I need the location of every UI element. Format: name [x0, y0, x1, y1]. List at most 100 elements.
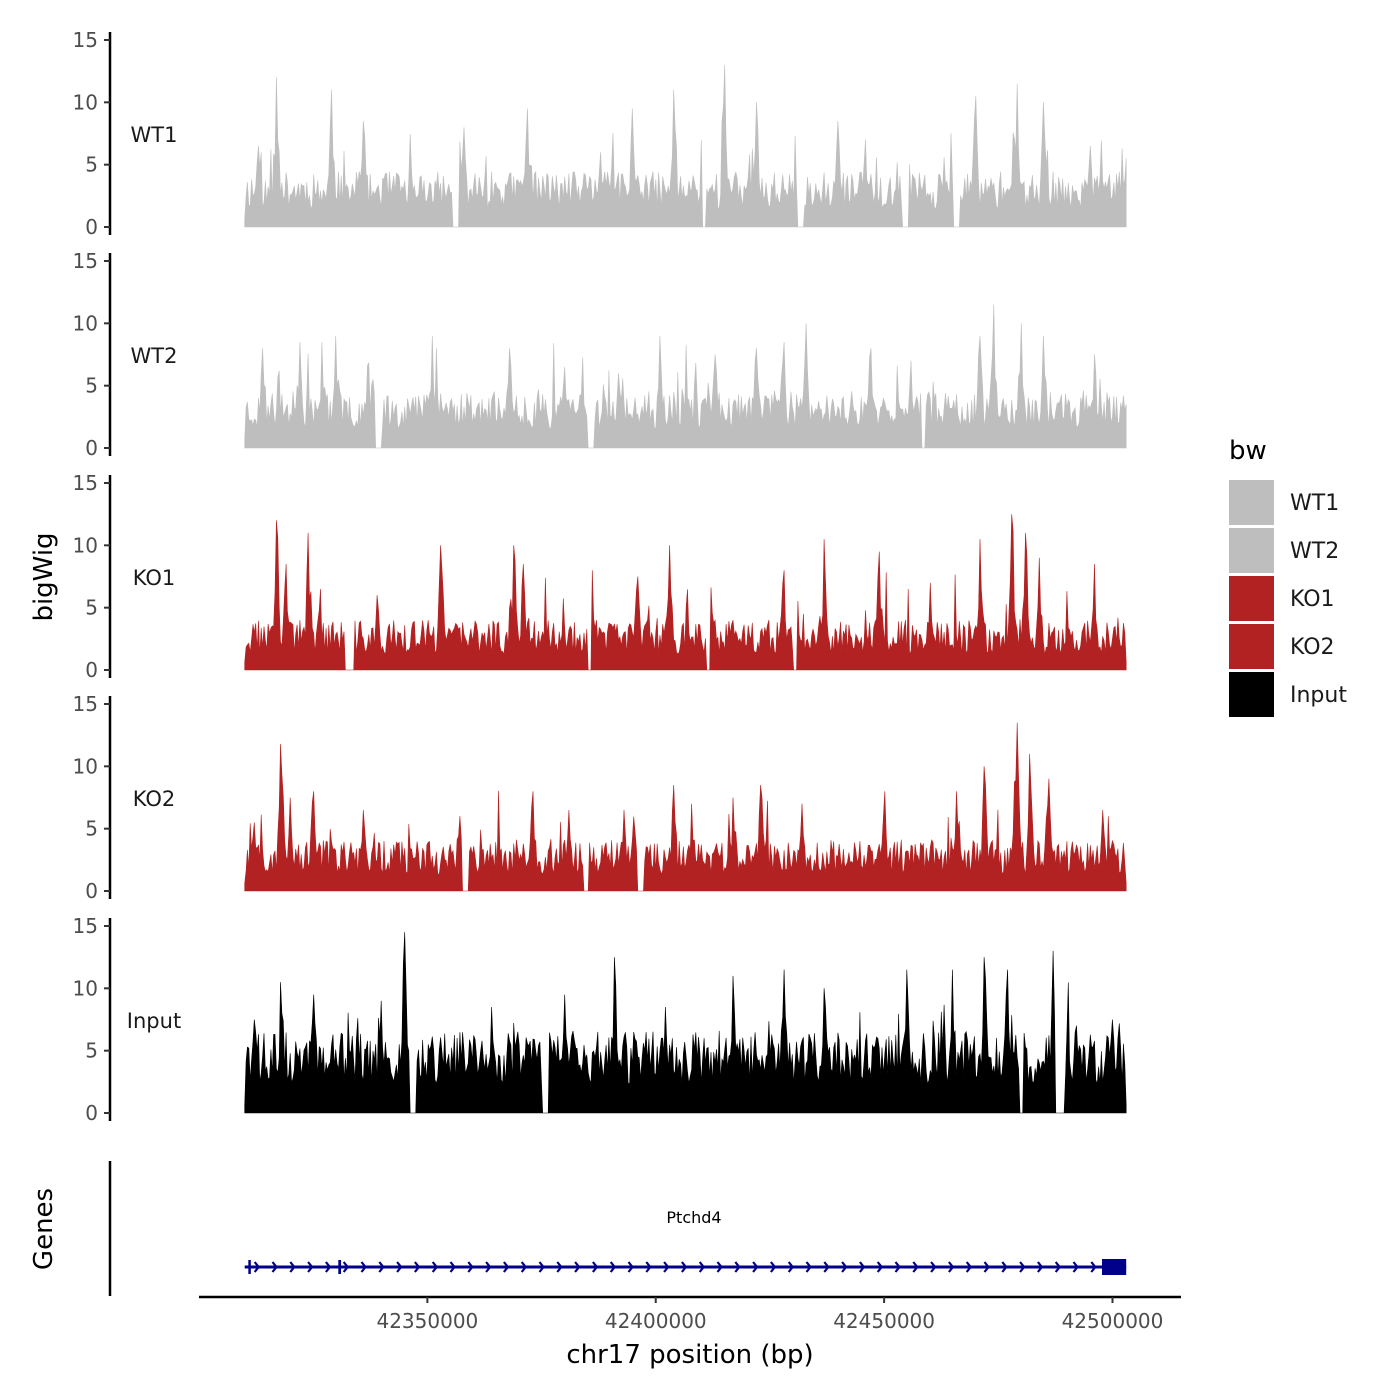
- strand-chevron: [342, 1261, 350, 1273]
- track-wt1: 0 5 10 15 WT1: [73, 28, 1127, 239]
- strand-chevron: [485, 1261, 492, 1273]
- strand-chevron: [378, 1261, 385, 1273]
- strand-chevron: [609, 1261, 617, 1273]
- strand-chevron: [574, 1261, 581, 1273]
- legend-key-ko2: [1229, 624, 1274, 669]
- strand-chevron: [627, 1261, 634, 1273]
- track-label: WT2: [131, 344, 178, 368]
- coverage-area-wt2: [244, 304, 1127, 449]
- x-tick-label: 42500000: [1062, 1309, 1164, 1333]
- strand-chevron: [983, 1261, 990, 1273]
- gene-exon: [338, 1260, 342, 1274]
- strand-chevron: [520, 1261, 528, 1273]
- y-tick-label: 15: [73, 471, 98, 495]
- gene-name-label: Ptchd4: [666, 1208, 721, 1227]
- legend-key-ko1: [1229, 576, 1274, 621]
- strand-chevron: [449, 1261, 456, 1273]
- y-tick-label: 5: [85, 1039, 98, 1063]
- y-tick-label: 0: [85, 879, 98, 903]
- strand-chevron: [325, 1261, 332, 1273]
- strand-chevron: [289, 1261, 296, 1273]
- track-ko2: 0 5 10 15 KO2: [73, 692, 1127, 903]
- y-tick-label: 10: [73, 533, 98, 557]
- coverage-area-ko1: [244, 514, 1127, 671]
- strand-chevron: [716, 1261, 723, 1273]
- strand-chevron: [503, 1261, 510, 1273]
- y-tick-label: 5: [85, 596, 98, 620]
- strand-chevron: [698, 1261, 706, 1273]
- y-axis-title: bigWig: [29, 532, 59, 621]
- y-tick-label: 5: [85, 153, 98, 177]
- legend-label-ko1: KO1: [1290, 587, 1335, 612]
- strand-chevron: [930, 1261, 937, 1273]
- track-input: 0 5 10 15 Input: [73, 914, 1127, 1125]
- coverage-area-input: [244, 932, 1127, 1114]
- strand-chevron: [1090, 1261, 1097, 1273]
- strand-chevron: [1019, 1261, 1026, 1273]
- y-tick-label: 15: [73, 249, 98, 273]
- y-tick-label: 5: [85, 374, 98, 398]
- track-label: Input: [127, 1009, 181, 1033]
- strand-chevron: [360, 1261, 367, 1273]
- y-tick-label: 10: [73, 976, 98, 1000]
- strand-chevron: [271, 1261, 278, 1273]
- legend-key-wt1: [1229, 480, 1274, 525]
- strand-chevron: [912, 1261, 919, 1273]
- genes-panel-title: Genes: [29, 1188, 59, 1270]
- x-tick-label: 42350000: [376, 1309, 478, 1333]
- coverage-area-wt1: [244, 64, 1127, 228]
- strand-chevron: [841, 1261, 848, 1273]
- strand-chevron: [1001, 1261, 1008, 1273]
- x-tick-label: 42450000: [833, 1309, 935, 1333]
- y-tick-label: 15: [73, 28, 98, 52]
- strand-chevron: [787, 1261, 795, 1273]
- legend-key-input: [1229, 672, 1274, 717]
- strand-chevron: [431, 1261, 439, 1273]
- strand-chevron: [734, 1261, 741, 1273]
- legend-label-wt2: WT2: [1290, 539, 1339, 564]
- legend-label-ko2: KO2: [1290, 635, 1335, 660]
- strand-chevron: [592, 1261, 599, 1273]
- y-tick-label: 5: [85, 817, 98, 841]
- legend-key-wt2: [1229, 528, 1274, 573]
- legend-label-input: Input: [1290, 683, 1347, 708]
- legend-title: bw: [1229, 436, 1267, 466]
- strand-chevron: [859, 1261, 866, 1273]
- strand-chevron: [414, 1261, 421, 1273]
- y-tick-label: 15: [73, 692, 98, 716]
- track-label: KO2: [133, 787, 176, 811]
- strand-chevron: [876, 1261, 884, 1273]
- strand-chevron: [770, 1261, 777, 1273]
- strand-chevron: [894, 1261, 901, 1273]
- y-tick-label: 10: [73, 90, 98, 114]
- gene-panel: Ptchd4 Genes: [29, 1161, 1127, 1296]
- strand-chevron: [396, 1261, 403, 1273]
- strand-chevron: [965, 1261, 973, 1273]
- strand-chevron: [538, 1261, 545, 1273]
- strand-chevron: [1054, 1261, 1062, 1273]
- strand-chevron: [663, 1261, 670, 1273]
- y-tick-label: 0: [85, 1101, 98, 1125]
- strand-chevron: [1072, 1261, 1079, 1273]
- strand-chevron: [681, 1261, 688, 1273]
- y-tick-label: 0: [85, 658, 98, 682]
- strand-chevron: [752, 1261, 759, 1273]
- strand-chevron: [823, 1261, 830, 1273]
- y-tick-label: 0: [85, 436, 98, 460]
- strand-chevron: [1037, 1261, 1044, 1273]
- gene-track: [244, 1259, 1127, 1275]
- coverage-area-ko2: [244, 722, 1127, 892]
- x-axis-title: chr17 position (bp): [566, 1340, 813, 1370]
- legend: bw WT1 WT2 KO1 KO2 Input: [1229, 436, 1347, 717]
- y-tick-label: 10: [73, 311, 98, 335]
- strand-chevron: [307, 1261, 314, 1273]
- x-tick-label: 42400000: [605, 1309, 707, 1333]
- strand-chevron: [948, 1261, 955, 1273]
- strand-chevron: [556, 1261, 563, 1273]
- strand-chevron: [805, 1261, 812, 1273]
- gene-exon: [1101, 1259, 1127, 1275]
- strand-chevron: [253, 1261, 261, 1273]
- legend-label-wt1: WT1: [1290, 491, 1339, 516]
- y-tick-label: 10: [73, 754, 98, 778]
